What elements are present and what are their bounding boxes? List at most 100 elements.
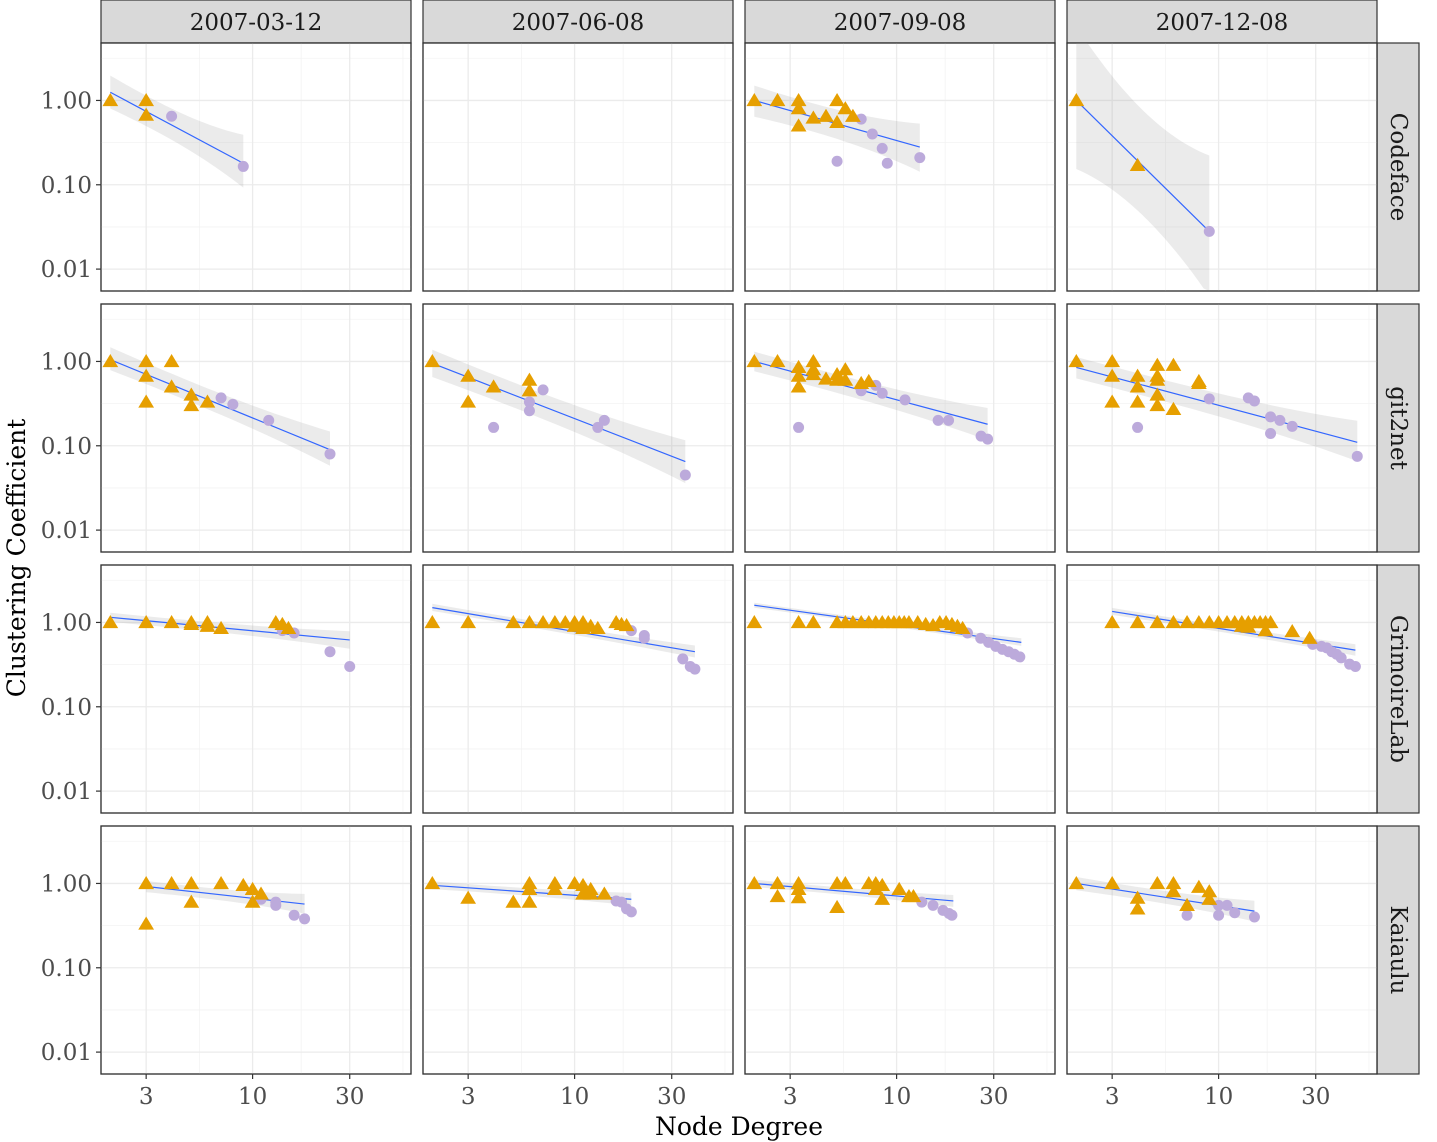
triangle-point <box>1190 614 1207 629</box>
fit-line <box>1076 366 1358 443</box>
triangle-point <box>1149 372 1166 386</box>
triangle-point <box>1284 624 1301 638</box>
column-strip-label: 2007-09-08 <box>834 10 967 36</box>
triangle-point <box>546 881 563 896</box>
triangle-point <box>1104 353 1121 368</box>
y-tick-label: 1.00 <box>41 871 92 897</box>
triangle-point <box>163 379 180 393</box>
circle-point <box>625 906 637 918</box>
panel <box>744 303 1056 553</box>
circle-point <box>270 899 282 911</box>
panel-border <box>744 564 1056 814</box>
y-tick-label: 0.10 <box>41 956 92 982</box>
triangle-point <box>244 881 261 896</box>
panel-background <box>1066 564 1378 814</box>
triangle-point <box>424 353 441 368</box>
triangle-point <box>183 875 200 890</box>
panel-border <box>1066 564 1378 814</box>
panel-border <box>100 303 412 553</box>
y-tick-label: 0.10 <box>41 434 92 460</box>
circle-point <box>927 899 939 911</box>
x-tick-label: 3 <box>139 1084 154 1110</box>
panel-border <box>744 303 1056 553</box>
x-tick-label: 10 <box>1204 1084 1233 1110</box>
panel <box>744 564 1056 814</box>
x-tick-label: 30 <box>979 1084 1008 1110</box>
triangle-point <box>818 108 834 122</box>
x-tick-label: 3 <box>1105 1084 1120 1110</box>
column-strip <box>1066 0 1378 44</box>
triangle-point <box>746 614 763 629</box>
column-strip <box>100 0 412 44</box>
triangle-point <box>845 108 861 122</box>
triangle-point <box>1149 614 1166 629</box>
triangle-point <box>790 118 807 132</box>
panel-background <box>100 42 412 292</box>
panel-background <box>1066 42 1378 292</box>
triangle-point <box>805 353 822 368</box>
triangle-point <box>589 620 606 635</box>
circle-point <box>1221 899 1233 911</box>
triangle-point <box>790 359 807 374</box>
triangle-point <box>1165 357 1182 371</box>
triangle-point <box>790 881 807 896</box>
triangle-point <box>535 614 551 629</box>
panel-border <box>100 825 412 1075</box>
triangle-point <box>874 891 891 905</box>
panel-border <box>422 564 734 814</box>
triangle-point <box>102 92 119 107</box>
circle-point <box>227 398 239 410</box>
x-tick-label: 10 <box>882 1084 911 1110</box>
triangle-point <box>746 875 763 890</box>
confidence-band <box>432 603 695 658</box>
circle-point <box>943 414 955 426</box>
panel-background <box>100 564 412 814</box>
x-tick-label: 3 <box>783 1084 798 1110</box>
circle-point <box>1335 652 1347 664</box>
triangle-point <box>805 367 822 381</box>
triangle-point <box>505 894 522 908</box>
x-tick-label: 10 <box>238 1084 267 1110</box>
circle-point <box>831 155 843 167</box>
column-strip <box>744 0 1056 44</box>
triangle-point <box>829 899 845 914</box>
triangle-point <box>769 875 786 890</box>
column-strip-label: 2007-03-12 <box>190 10 323 36</box>
triangle-point <box>253 886 269 900</box>
triangle-point <box>1165 401 1182 416</box>
panel <box>1066 303 1378 553</box>
x-tick-label: 10 <box>560 1084 589 1110</box>
circle-point <box>793 421 805 433</box>
triangle-point <box>1104 614 1121 629</box>
triangle-point <box>1262 614 1279 629</box>
y-tick-label: 0.01 <box>41 779 92 805</box>
triangle-point <box>521 894 538 908</box>
panel-background <box>100 825 412 1075</box>
triangle-point <box>769 353 786 368</box>
triangle-point <box>213 875 229 890</box>
circle-point <box>1248 911 1260 923</box>
circle-point <box>1213 909 1225 921</box>
triangle-point <box>1068 353 1085 368</box>
circle-point <box>1248 395 1260 407</box>
circle-point <box>598 414 610 426</box>
x-tick-label: 3 <box>461 1084 476 1110</box>
triangle-point <box>138 614 155 629</box>
triangle-point <box>805 110 822 124</box>
y-tick-label: 1.00 <box>41 88 92 114</box>
y-tick-label: 0.10 <box>41 695 92 721</box>
triangle-point <box>575 877 591 891</box>
circle-point <box>1213 899 1225 911</box>
triangle-point <box>460 890 477 904</box>
panel <box>100 303 412 553</box>
circle-point <box>1349 661 1361 673</box>
confidence-band <box>1076 357 1358 462</box>
triangle-point <box>138 92 155 107</box>
triangle-point <box>1129 368 1146 382</box>
panel-border <box>422 42 734 292</box>
panel-background <box>1066 825 1378 1075</box>
triangle-point <box>424 875 441 890</box>
circle-point <box>679 469 691 481</box>
circle-point <box>1014 651 1026 663</box>
